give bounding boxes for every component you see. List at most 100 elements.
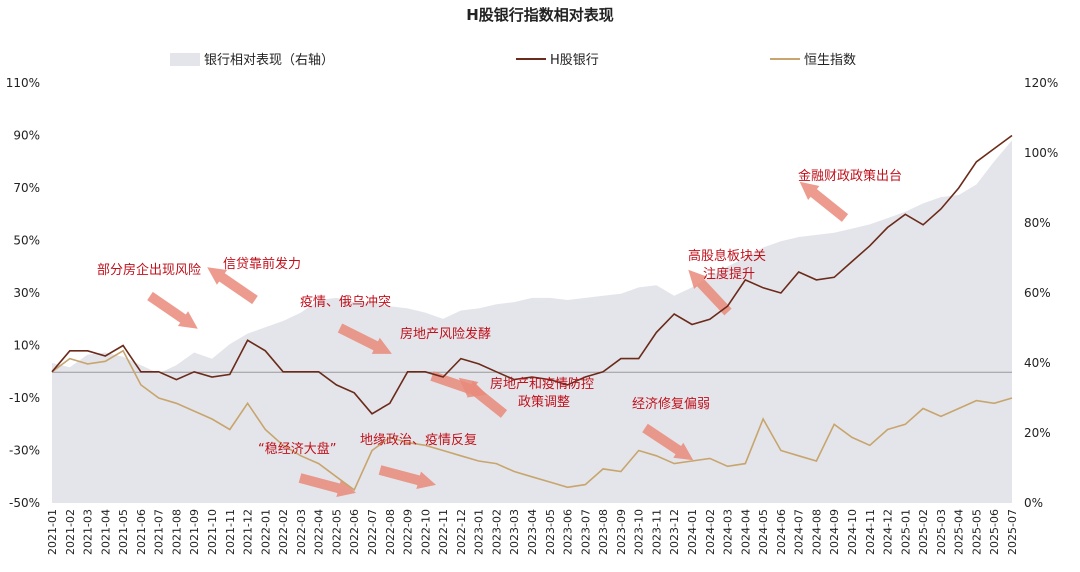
x-tick-label: 2024-01 bbox=[686, 509, 699, 555]
x-tick-label: 2024-06 bbox=[775, 509, 788, 555]
annotation-arrow bbox=[799, 181, 849, 222]
left-axis-ticks: 110% 90% 70% 50% 30% 10% -10% -30% -50% bbox=[6, 76, 40, 510]
right-tick-label: 0% bbox=[1024, 496, 1043, 510]
x-tick-label: 2021-10 bbox=[206, 509, 219, 555]
x-tick-label: 2021-05 bbox=[117, 509, 130, 555]
x-tick-label: 2023-08 bbox=[597, 509, 610, 555]
x-tick-label: 2023-06 bbox=[562, 509, 575, 555]
x-tick-label: 2022-01 bbox=[259, 509, 272, 555]
x-tick-label: 2022-11 bbox=[437, 509, 450, 555]
x-tick-label: 2024-03 bbox=[722, 509, 735, 555]
right-tick-label: 60% bbox=[1024, 286, 1051, 300]
x-tick-label: 2023-09 bbox=[615, 509, 628, 555]
x-tick-label: 2024-12 bbox=[882, 509, 895, 555]
annotation-arrow bbox=[147, 291, 198, 329]
x-tick-label: 2023-04 bbox=[526, 509, 539, 555]
x-tick-label: 2021-08 bbox=[170, 509, 183, 555]
x-tick-label: 2024-09 bbox=[828, 509, 841, 555]
x-tick-label: 2023-11 bbox=[650, 509, 663, 555]
legend-swatch-area bbox=[170, 53, 200, 66]
annotation-5b: 政策调整 bbox=[518, 394, 570, 410]
annotation-1: 部分房企出现风险 bbox=[97, 262, 201, 278]
x-tick-label: 2022-05 bbox=[330, 509, 343, 555]
x-tick-label: 2022-08 bbox=[384, 509, 397, 555]
x-tick-label: 2021-11 bbox=[224, 509, 237, 555]
chart-title: H股银行指数相对表现 bbox=[466, 6, 614, 24]
x-tick-label: 2021-03 bbox=[82, 509, 95, 555]
x-tick-label: 2024-07 bbox=[793, 509, 806, 555]
left-tick-label: 10% bbox=[13, 339, 40, 353]
annotation-arrow bbox=[298, 473, 356, 497]
left-tick-label: -10% bbox=[9, 391, 40, 405]
left-tick-label: 50% bbox=[13, 234, 40, 248]
annotation-arrows bbox=[147, 181, 849, 497]
x-tick-label: 2024-04 bbox=[739, 509, 752, 555]
x-tick-label: 2025-06 bbox=[988, 509, 1001, 555]
x-tick-label: 2025-07 bbox=[1006, 509, 1019, 555]
annotation-5a: 房地产和疫情防控 bbox=[490, 376, 594, 392]
x-tick-label: 2022-06 bbox=[348, 509, 361, 555]
left-tick-label: 90% bbox=[13, 129, 40, 143]
x-tick-label: 2025-02 bbox=[917, 509, 930, 555]
x-tick-label: 2023-02 bbox=[490, 509, 503, 555]
x-tick-label: 2022-09 bbox=[402, 509, 415, 555]
x-tick-label: 2024-10 bbox=[846, 509, 859, 555]
annotation-arrow bbox=[337, 323, 392, 354]
annotation-6: 经济修复偏弱 bbox=[632, 397, 710, 412]
x-tick-label: 2024-08 bbox=[810, 509, 823, 555]
annotation-8: 地缘政治、疫情反复 bbox=[360, 432, 477, 448]
x-tick-label: 2025-03 bbox=[935, 509, 948, 555]
x-tick-label: 2024-05 bbox=[757, 509, 770, 555]
right-tick-label: 80% bbox=[1024, 216, 1051, 230]
left-tick-label: 30% bbox=[13, 286, 40, 300]
annotation-7: “稳经济大盘” bbox=[258, 441, 336, 457]
x-tick-label: 2023-12 bbox=[668, 509, 681, 555]
annotation-arrow bbox=[688, 269, 732, 316]
x-tick-label: 2022-12 bbox=[455, 509, 468, 555]
series-line-hsi bbox=[51, 349, 1013, 492]
annotation-arrow bbox=[378, 465, 436, 489]
annotation-10: 金融财政政策出台 bbox=[798, 168, 902, 184]
legend-label-area: 银行相对表现（右轴） bbox=[204, 53, 334, 68]
right-tick-label: 20% bbox=[1024, 426, 1051, 440]
x-tick-label: 2025-04 bbox=[953, 509, 966, 555]
left-tick-label: -50% bbox=[9, 496, 40, 510]
x-tick-label: 2021-01 bbox=[46, 509, 59, 555]
left-tick-label: 110% bbox=[6, 76, 40, 90]
x-tick-label: 2021-06 bbox=[135, 509, 148, 555]
annotation-4: 房地产风险发酵 bbox=[400, 326, 491, 342]
x-tick-label: 2022-04 bbox=[313, 509, 326, 555]
x-axis-ticks: 2021-01 2021-02 2021-03 2021-04 2021-05 2021-… bbox=[46, 509, 1019, 555]
x-tick-label: 2022-07 bbox=[366, 509, 379, 555]
x-tick-label: 2023-01 bbox=[473, 509, 486, 555]
x-tick-label: 2021-07 bbox=[153, 509, 166, 555]
annotation-2: 信贷靠前发力 bbox=[223, 256, 301, 272]
x-tick-label: 2021-09 bbox=[188, 509, 201, 555]
annotation-9a: 高股息板块关 bbox=[688, 248, 766, 264]
annotation-9b: 注度提升 bbox=[703, 266, 755, 282]
x-tick-label: 2022-02 bbox=[277, 509, 290, 555]
series-line-bank bbox=[51, 134, 1013, 415]
x-tick-label: 2023-03 bbox=[508, 509, 521, 555]
left-tick-label: 70% bbox=[13, 181, 40, 195]
x-tick-label: 2024-02 bbox=[704, 509, 717, 555]
annotation-arrow bbox=[207, 267, 258, 305]
right-tick-label: 100% bbox=[1024, 146, 1058, 160]
right-tick-label: 40% bbox=[1024, 356, 1051, 370]
right-tick-label: 120% bbox=[1024, 76, 1058, 90]
x-tick-label: 2023-05 bbox=[544, 509, 557, 555]
left-tick-label: -30% bbox=[9, 444, 40, 458]
x-tick-label: 2022-03 bbox=[295, 509, 308, 555]
x-tick-label: 2021-04 bbox=[99, 509, 112, 555]
x-tick-label: 2023-07 bbox=[579, 509, 592, 555]
right-axis-ticks: 120% 100% 80% 60% 40% 20% 0% bbox=[1024, 76, 1058, 510]
legend: 银行相对表现（右轴） H股银行 恒生指数 bbox=[170, 53, 856, 68]
annotation-arrow bbox=[642, 423, 694, 461]
annotation-3: 疫情、俄乌冲突 bbox=[300, 294, 391, 310]
x-tick-label: 2021-02 bbox=[64, 509, 77, 555]
annotation-arrow bbox=[458, 377, 508, 418]
x-tick-label: 2022-10 bbox=[419, 509, 432, 555]
x-tick-label: 2023-10 bbox=[633, 509, 646, 555]
x-tick-label: 2024-11 bbox=[864, 509, 877, 555]
